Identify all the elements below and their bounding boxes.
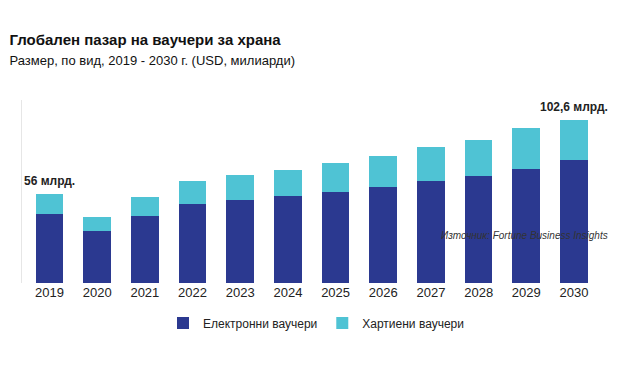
svg-text:2025: 2025	[321, 285, 350, 300]
svg-text:Глобален пазар на ваучери за х: Глобален пазар на ваучери за хранаРазмер…	[9, 31, 295, 68]
svg-text:2020: 2020	[83, 285, 112, 300]
svg-text:102,6 млрд.: 102,6 млрд.	[540, 100, 608, 114]
svg-text:2029: 2029	[512, 285, 541, 300]
svg-text:2028: 2028	[464, 285, 493, 300]
svg-text:2027: 2027	[416, 285, 445, 300]
svg-text:2030: 2030	[560, 285, 589, 300]
svg-text:Електронни ваучери: Електронни ваучери	[203, 317, 317, 331]
svg-text:Източник: Fortune Business Ins: Източник: Fortune Business Insights	[441, 230, 608, 241]
svg-text:2023: 2023	[226, 285, 255, 300]
svg-text:2024: 2024	[273, 285, 302, 300]
svg-text:2022: 2022	[178, 285, 207, 300]
svg-text:2019: 2019	[35, 285, 64, 300]
svg-text:2026: 2026	[369, 285, 398, 300]
svg-text:56 млрд.: 56 млрд.	[24, 174, 75, 188]
svg-text:2021: 2021	[130, 285, 159, 300]
svg-text:Хартиени ваучери: Хартиени ваучери	[362, 317, 464, 331]
